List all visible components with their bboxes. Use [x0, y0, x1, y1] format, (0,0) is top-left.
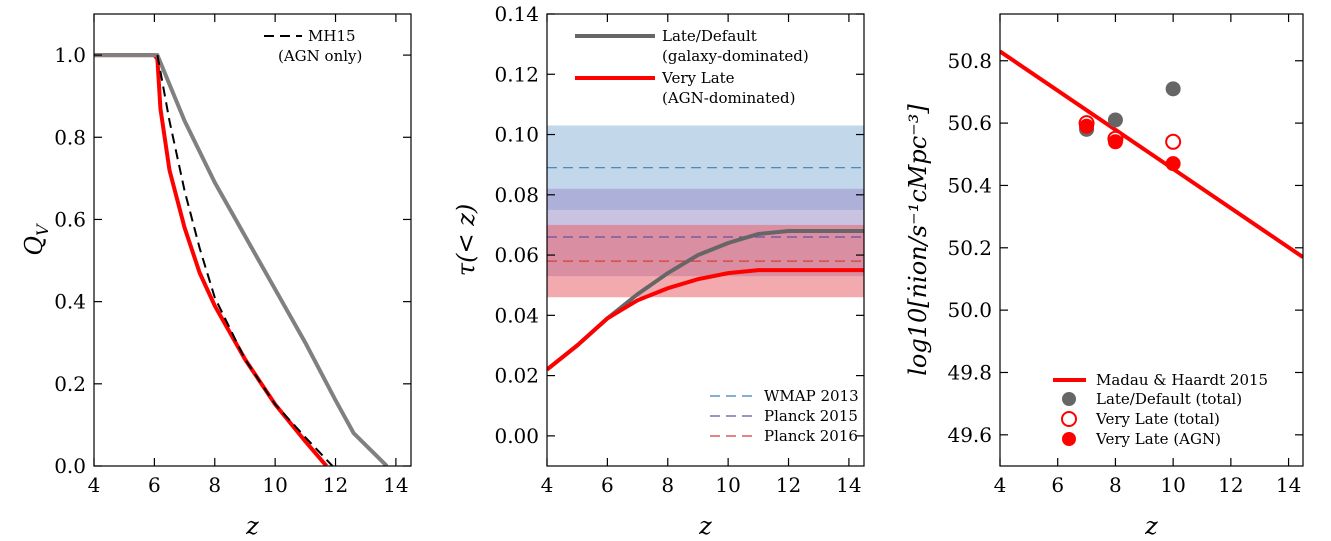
x-axis-label: z — [698, 512, 712, 540]
y-tick-label: 50.8 — [947, 49, 992, 73]
x-tick-label: 10 — [715, 473, 740, 497]
very-late-line — [547, 268, 864, 372]
x-tick-label: 6 — [148, 473, 161, 497]
data-point-very-late-agn — [1165, 156, 1181, 172]
x-tick-label: 6 — [1051, 473, 1064, 497]
y-tick-label: 0.8 — [54, 125, 86, 149]
data-layer — [1000, 49, 1303, 259]
x-tick-label: 10 — [1160, 473, 1185, 497]
plot-frame — [546, 13, 865, 467]
x-tick-label: 14 — [836, 473, 861, 497]
y-tick-label: 49.6 — [947, 423, 992, 447]
y-tick-label: 0.02 — [494, 364, 539, 388]
x-tick-label: 4 — [541, 473, 554, 497]
late-default-line — [94, 53, 389, 466]
y-tick-label: 0.06 — [494, 243, 539, 267]
y-tick-label: 0.08 — [494, 183, 539, 207]
legend-label: Very Late (AGN) — [1095, 430, 1221, 448]
x-tick-label: 8 — [1109, 473, 1122, 497]
legend-label: WMAP 2013 — [764, 387, 859, 405]
y-axis-label: log10[ṅion/s⁻¹cMpc⁻³] — [904, 104, 932, 376]
data-point-very-late-agn — [1079, 118, 1095, 134]
y-tick-label: 0.2 — [54, 372, 86, 396]
legend-label: MH15 — [308, 27, 356, 45]
x-tick-label: 6 — [601, 473, 614, 497]
data-point-very-late-total — [1165, 133, 1182, 150]
y-tick-label: 0.6 — [54, 207, 86, 231]
legend-label: Late/Default — [662, 27, 757, 45]
x-tick-label: 4 — [88, 473, 101, 497]
y-tick-label: 50.2 — [947, 236, 992, 260]
y-axis-label: QV — [20, 223, 52, 256]
panel-qv: 4 6 8 10 12 14 0.0 0.2 0.4 0.6 0.8 1.0 z QV MH15 (AGN o… — [20, 13, 412, 540]
y-tick-label: 0.4 — [54, 290, 86, 314]
y-tick-label: 50.0 — [947, 298, 992, 322]
y-label-main: Q — [20, 236, 48, 256]
data-layer — [547, 125, 864, 372]
y-tick-label: 0.12 — [494, 62, 539, 86]
y-tick-label: 0.04 — [494, 303, 539, 327]
legend-label: Planck 2016 — [764, 427, 858, 445]
y-label-sub: V — [33, 223, 52, 236]
y-tick-label: 0.00 — [494, 424, 539, 448]
y-tick-label: 0.14 — [494, 2, 539, 26]
legend-very-late-agn-marker — [1062, 432, 1076, 446]
very-late-line — [94, 53, 328, 466]
plot-frame — [999, 13, 1304, 467]
plot-frame — [93, 13, 412, 467]
panel-tau: 4 6 8 10 12 14 0.00 0.02 0.04 0.06 0.08 0.10 0.12 0.1… — [452, 2, 865, 540]
y-tick-label: 49.8 — [947, 360, 992, 384]
data-point-late-default-total — [1107, 112, 1123, 128]
data-point-very-late-agn — [1107, 134, 1123, 150]
legend-label: (AGN-dominated) — [662, 89, 795, 107]
legend-label: Madau & Haardt 2015 — [1096, 371, 1268, 389]
x-tick-label: 10 — [262, 473, 287, 497]
legend-label: Late/Default (total) — [1096, 390, 1242, 408]
y-tick-label: 50.4 — [947, 173, 992, 197]
legend-label: Very Late (total) — [1095, 410, 1220, 428]
x-tick-label: 14 — [1276, 473, 1301, 497]
y-tick-label: 0.10 — [494, 123, 539, 147]
x-tick-label: 8 — [208, 473, 221, 497]
y-tick-label: 1.0 — [54, 43, 86, 67]
madau-haardt-line — [1000, 49, 1303, 259]
x-tick-label: 8 — [661, 473, 674, 497]
x-axis-label: z — [245, 512, 259, 540]
legend-very-late-total-marker — [1061, 411, 1077, 427]
legend-label: Planck 2015 — [764, 407, 858, 425]
panel-nion: 4 6 8 10 12 14 49.6 49.8 50.0 50.2 50.4 50.6 50.8 z lo… — [904, 13, 1304, 540]
y-axis-label: τ(< z) — [452, 204, 480, 276]
y-tick-label: 0.0 — [54, 454, 86, 478]
legend-label: (AGN only) — [278, 47, 362, 65]
x-tick-label: 12 — [776, 473, 801, 497]
x-tick-label: 12 — [1218, 473, 1243, 497]
band-planck-2016 — [547, 224, 864, 298]
legend-late-marker — [1062, 392, 1076, 406]
legend-label: Very Late — [661, 69, 735, 87]
x-axis-label: z — [1144, 512, 1158, 540]
data-layer — [94, 53, 389, 466]
legend-label: (galaxy-dominated) — [662, 47, 809, 65]
x-tick-label: 4 — [994, 473, 1007, 497]
x-tick-label: 12 — [323, 473, 348, 497]
mh15-line — [156, 54, 334, 466]
data-point-late-default-total — [1165, 81, 1181, 97]
y-tick-label: 50.6 — [947, 111, 992, 135]
x-tick-label: 14 — [383, 473, 408, 497]
